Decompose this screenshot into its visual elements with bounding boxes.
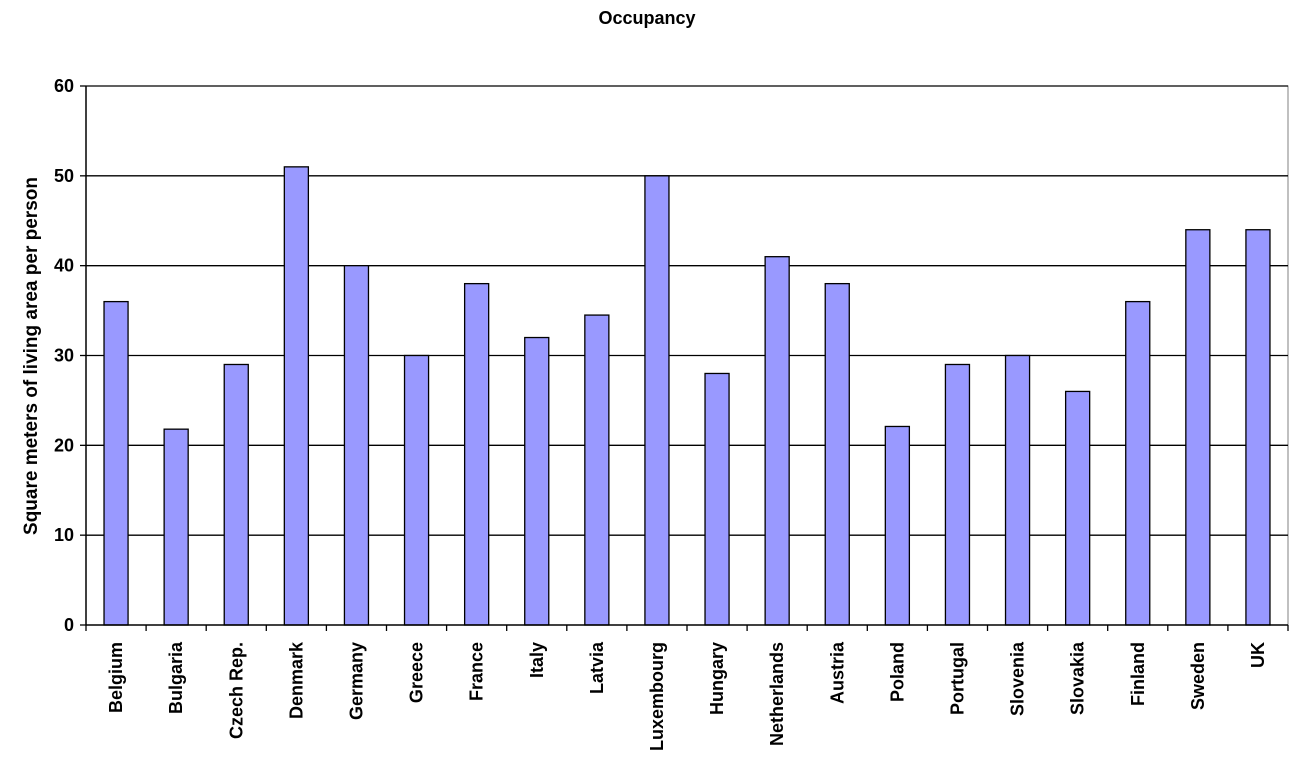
x-tick-label: Greece: [407, 642, 427, 703]
bar-luxembourg: [644, 175, 670, 626]
bar-denmark: [283, 166, 310, 626]
x-tick-label: Bulgaria: [166, 641, 186, 714]
bar-austria: [824, 282, 850, 626]
x-tick-label: Finland: [1128, 642, 1148, 706]
y-axis-label: Square meters of living area per person: [21, 177, 42, 535]
bar-greece: [403, 354, 430, 626]
x-tick-label: Slovakia: [1068, 641, 1088, 715]
x-tick-label: Hungary: [707, 642, 727, 715]
bar-bulgaria: [163, 428, 189, 626]
bar-hungary: [704, 372, 730, 626]
y-tick-label: 60: [54, 76, 74, 96]
x-tick-label: Czech Rep.: [226, 642, 246, 739]
bar-belgium: [103, 300, 129, 626]
bar-slovakia: [1064, 390, 1091, 626]
x-tick-label: Latvia: [587, 641, 607, 694]
bar-latvia: [584, 314, 610, 626]
x-tick-label: Belgium: [106, 642, 126, 713]
y-tick-label: 10: [54, 525, 74, 545]
bar-finland: [1125, 300, 1151, 626]
x-tick-label: Luxembourg: [647, 642, 667, 751]
x-tick-label: Slovenia: [1008, 641, 1028, 716]
bar-italy: [524, 336, 550, 626]
x-tick-label: Denmark: [286, 641, 306, 719]
bar-germany: [343, 265, 370, 626]
bar-portugal: [944, 363, 971, 626]
x-tick-label: Netherlands: [767, 642, 787, 746]
x-tick-label: UK: [1248, 642, 1268, 668]
x-tick-label: Italy: [527, 642, 547, 678]
x-tick-label: Austria: [827, 641, 847, 704]
y-tick-label: 30: [54, 346, 74, 366]
y-tick-label: 0: [64, 615, 74, 635]
bar-sweden: [1185, 229, 1211, 626]
y-tick-label: 40: [54, 256, 74, 276]
bar-france: [463, 282, 490, 626]
x-tick-label: Portugal: [947, 642, 967, 715]
y-tick-label: 50: [54, 166, 74, 186]
x-tick-label: Sweden: [1188, 642, 1208, 710]
bar-slovenia: [1004, 354, 1031, 626]
x-tick-label: France: [467, 642, 487, 701]
bar-poland: [884, 425, 911, 626]
chart-title: Occupancy: [598, 8, 695, 28]
x-tick-label: Poland: [887, 642, 907, 702]
bar-netherlands: [764, 256, 790, 626]
bar-czech-rep: [223, 363, 249, 626]
bar-uk: [1245, 229, 1271, 626]
y-tick-label: 20: [54, 435, 74, 455]
x-tick-label: Germany: [346, 642, 366, 720]
